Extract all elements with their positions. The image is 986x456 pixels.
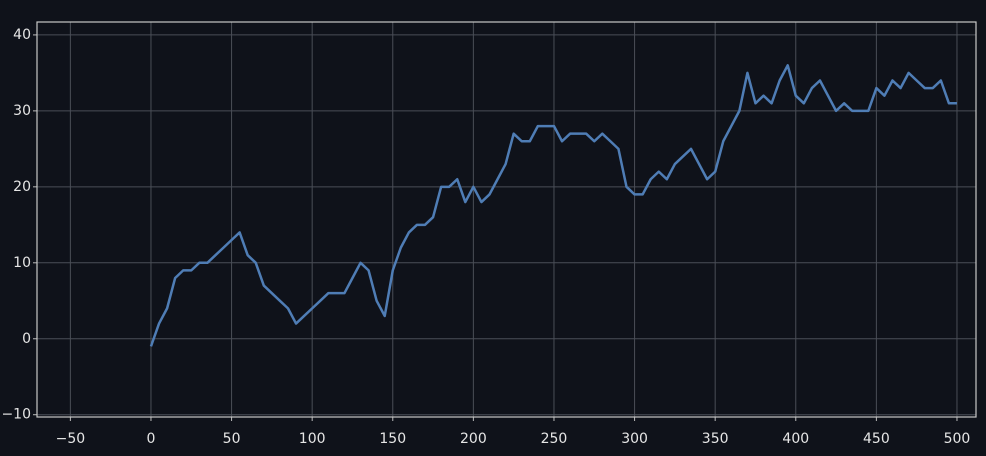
y-tick-label: 0 [22,331,31,347]
x-tick-label: 250 [541,431,568,447]
x-tick-label: 450 [863,431,890,447]
y-tick-label: 40 [13,27,31,43]
x-tick-label: 150 [379,431,406,447]
y-tick-label: 30 [13,103,31,119]
y-tick-label: −10 [1,407,31,423]
x-tick-label: 350 [702,431,729,447]
data-line [149,64,957,347]
plot-frame [36,21,977,418]
x-tick-label: 100 [299,431,326,447]
x-tick-label: 300 [621,431,648,447]
x-tick-label: 200 [460,431,487,447]
x-tick-label: 0 [147,431,156,447]
y-tick-label: 20 [13,179,31,195]
x-tick-label: 500 [944,431,971,447]
x-tick-label: 400 [782,431,809,447]
x-tick-label: 50 [223,431,241,447]
y-tick-label: 10 [13,255,31,271]
x-tick-label: −50 [56,431,86,447]
